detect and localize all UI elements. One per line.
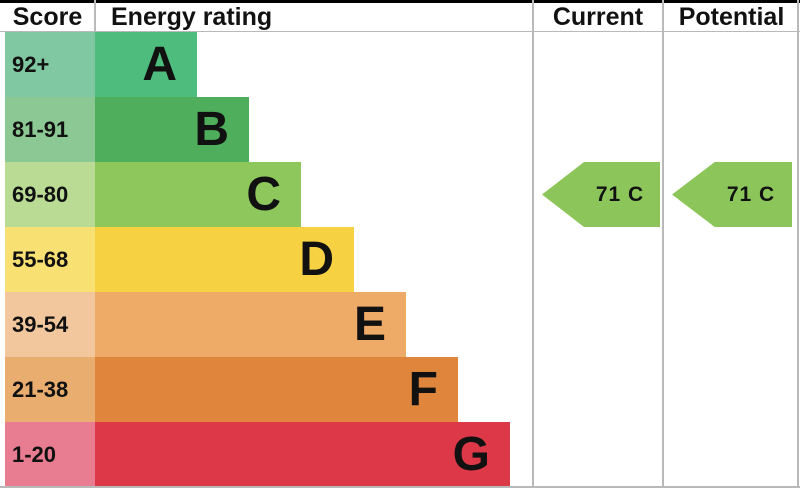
band-row-f: 21-38 F bbox=[0, 357, 800, 422]
current-header: Current bbox=[552, 3, 644, 31]
score-range-label-b: 81-91 bbox=[12, 116, 69, 142]
potential-header: Potential bbox=[678, 3, 785, 31]
grade-letter-b: B bbox=[194, 103, 229, 156]
score-cell-g: 1-20 bbox=[5, 422, 95, 487]
current-column-divider bbox=[532, 0, 534, 488]
table-header: Score Energy rating Current Potential bbox=[0, 0, 800, 32]
score-cell-d: 55-68 bbox=[5, 227, 95, 292]
grade-letter-f: F bbox=[408, 363, 438, 416]
rating-bar-b: B bbox=[95, 97, 249, 162]
grade-letter-d: D bbox=[299, 233, 334, 286]
rating-bar-f: F bbox=[95, 357, 458, 422]
band-row-e: 39-54 E bbox=[0, 292, 800, 357]
energy-rating-header: Energy rating bbox=[111, 3, 273, 31]
score-cell-e: 39-54 bbox=[5, 292, 95, 357]
rating-bar-c: C bbox=[95, 162, 301, 227]
current-rating-value: 71 C bbox=[595, 182, 645, 206]
band-row-b: 81-91 B bbox=[0, 97, 800, 162]
rating-bar-a: A bbox=[95, 32, 197, 97]
rating-bar-g: G bbox=[95, 422, 510, 487]
score-range-label-a: 92+ bbox=[12, 51, 50, 77]
score-cell-f: 21-38 bbox=[5, 357, 95, 422]
score-range-label-f: 21-38 bbox=[12, 376, 69, 402]
score-cell-a: 92+ bbox=[5, 32, 95, 97]
band-row-d: 55-68 D bbox=[0, 227, 800, 292]
score-range-label-e: 39-54 bbox=[12, 311, 69, 337]
rating-bar-d: D bbox=[95, 227, 354, 292]
potential-column-divider bbox=[662, 0, 664, 488]
potential-rating-value: 71 C bbox=[726, 182, 776, 206]
score-column-divider bbox=[94, 0, 96, 32]
bottom-border bbox=[0, 486, 800, 488]
grade-letter-g: G bbox=[452, 428, 490, 481]
score-range-label-c: 69-80 bbox=[12, 181, 69, 207]
grade-letter-e: E bbox=[353, 298, 386, 351]
score-cell-b: 81-91 bbox=[5, 97, 95, 162]
grade-letter-a: A bbox=[142, 38, 177, 91]
grade-letter-c: C bbox=[246, 168, 281, 221]
score-header: Score bbox=[12, 3, 83, 31]
header-underline bbox=[0, 31, 800, 32]
rating-bar-e: E bbox=[95, 292, 406, 357]
score-cell-c: 69-80 bbox=[5, 162, 95, 227]
band-row-g: 1-20 G bbox=[0, 422, 800, 487]
band-row-a: 92+ A bbox=[0, 32, 800, 97]
band-row-c: 69-80 C bbox=[0, 162, 800, 227]
right-border bbox=[797, 0, 799, 488]
top-border bbox=[0, 0, 800, 3]
score-range-label-g: 1-20 bbox=[12, 441, 57, 467]
score-range-label-d: 55-68 bbox=[12, 246, 69, 272]
